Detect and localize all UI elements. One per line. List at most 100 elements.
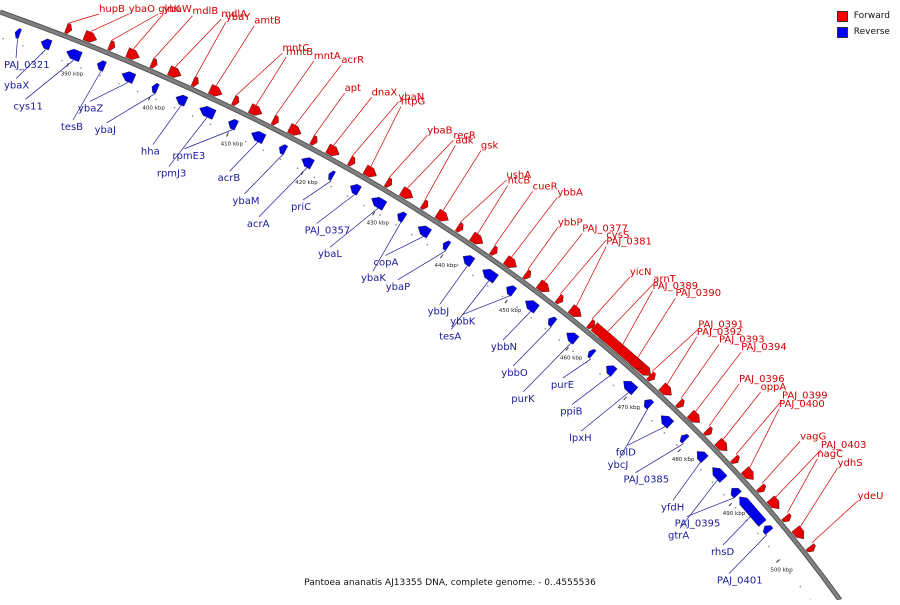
gene-reverse-leader xyxy=(25,60,74,100)
gene-reverse-label: hha xyxy=(141,147,160,158)
scale-dot xyxy=(711,481,714,483)
gene-forward-arrow xyxy=(766,495,780,510)
gene-forward-label: ybbA xyxy=(557,187,583,198)
gene-reverse-arrow xyxy=(730,488,742,499)
gene-reverse-label: priC xyxy=(291,202,311,213)
gene-forward-arrow xyxy=(247,103,263,116)
gene-forward-label: dnaX xyxy=(372,87,398,98)
scale-dot xyxy=(296,167,299,170)
gene-reverse-arrow xyxy=(397,211,408,223)
scale-dot xyxy=(558,339,561,341)
gene-forward-label: vagG xyxy=(800,431,826,442)
gene-reverse-arrow xyxy=(199,105,217,120)
gene-forward-leader xyxy=(748,408,780,469)
gene-forward-label: mdlA xyxy=(221,9,247,20)
gene-forward-leader xyxy=(575,246,607,307)
scale-dot xyxy=(789,572,791,574)
scale-tick xyxy=(147,96,151,101)
gene-forward-arrow xyxy=(781,513,792,523)
gene-reverse-arrow xyxy=(40,38,53,51)
gene-reverse-arrow xyxy=(660,415,675,429)
gene-reverse-label: ybaM xyxy=(232,196,259,207)
scale-tick-label: 470 kbp xyxy=(618,405,641,411)
gene-reverse-arrow xyxy=(14,28,22,39)
gene-reverse-label: ybbN xyxy=(491,342,517,353)
gene-reverse-leader xyxy=(329,207,379,248)
gene-forward-arrow xyxy=(347,155,356,167)
scale-dot xyxy=(395,224,397,226)
gene-forward-label: PAJ_0399 xyxy=(782,390,828,401)
gene-forward-label: PAJ_0391 xyxy=(698,319,744,330)
gene-forward-leader xyxy=(637,297,676,359)
gene-forward-label: PAJ_0381 xyxy=(606,236,652,247)
gene-forward-label: gsk xyxy=(481,141,499,152)
gene-forward-arrow xyxy=(190,76,199,88)
scale-dot xyxy=(799,585,802,588)
scale-dot xyxy=(599,373,601,375)
gene-forward-arrow xyxy=(362,164,377,178)
gene-forward-leader xyxy=(527,227,559,270)
gene-reverse-label: purE xyxy=(551,380,574,391)
gene-forward-label: glnK xyxy=(158,4,180,15)
gene-reverse-arrow xyxy=(121,71,137,84)
gene-forward-label: PAJ_0390 xyxy=(675,288,721,299)
gene-forward-leader xyxy=(154,15,193,59)
scale-tick-label: 500 kbp xyxy=(770,567,793,573)
gene-reverse-arrow xyxy=(350,183,362,196)
gene-reverse-label: ybaK xyxy=(361,273,386,284)
gene-forward-label: PAJ_0394 xyxy=(741,342,787,353)
scale-dot xyxy=(688,456,690,459)
gene-reverse-label: cys11 xyxy=(13,101,42,112)
gene-forward-arrow xyxy=(646,371,656,382)
gene-reverse-arrow xyxy=(623,380,639,396)
gene-forward-leader xyxy=(722,391,761,441)
gene-reverse-arrow xyxy=(482,268,499,284)
gene-forward-arrow xyxy=(675,398,685,409)
gene-reverse-leader xyxy=(168,117,208,167)
gene-forward-leader xyxy=(90,13,129,32)
gene-reverse-leader xyxy=(15,49,46,79)
gene-reverse-arrow xyxy=(228,119,239,131)
gene-reverse-leader xyxy=(462,295,511,316)
gene-forward-leader xyxy=(215,25,255,86)
gene-forward-arrow xyxy=(791,525,805,540)
gene-reverse-leader xyxy=(672,461,702,501)
scale-dot xyxy=(118,82,120,85)
genome-caption: Pantoea ananatis AJ13355 DNA, complete g… xyxy=(304,578,596,588)
scale-dot xyxy=(99,74,101,77)
gene-forward-leader xyxy=(651,329,699,372)
gene-reverse-leader xyxy=(627,425,666,446)
gene-forward-arrow xyxy=(714,437,728,452)
gene-forward-label: ybaO xyxy=(129,4,155,15)
gene-forward-arrow xyxy=(629,355,643,369)
gene-reverse-leader xyxy=(15,39,18,59)
gene-forward-label: ydeU xyxy=(858,491,884,502)
scale-dot xyxy=(426,243,429,246)
gene-forward-label: PAJ_0377 xyxy=(582,224,628,235)
gene-forward-label: PAJ_0400 xyxy=(779,399,825,410)
scale-tick xyxy=(565,347,569,351)
gene-forward-arrow xyxy=(434,208,449,222)
scale-tick-label: 440 kbp xyxy=(434,263,457,269)
scale-tick-label: 410 kbp xyxy=(221,141,244,147)
scale-dot xyxy=(767,545,770,548)
gene-forward-arrow xyxy=(489,245,498,256)
gene-forward-arrow xyxy=(686,409,700,423)
gene-reverse-leader xyxy=(439,265,468,305)
scale-dot xyxy=(516,306,518,308)
gene-reverse-arrow xyxy=(739,496,767,527)
gene-forward-label: PAJ_0392 xyxy=(697,327,743,338)
gene-forward-label: ybaW xyxy=(163,4,191,15)
scale-dot xyxy=(638,408,640,410)
gene-forward-label: amtB xyxy=(254,16,281,27)
gene-reverse-label: ybcJ xyxy=(608,460,629,471)
gene-forward-label: mdlB xyxy=(192,6,218,17)
scale-dot xyxy=(363,204,365,207)
legend-forward-label: Forward xyxy=(853,11,890,21)
gene-forward-arrow xyxy=(325,143,340,157)
gene-reverse-arrow xyxy=(679,433,690,444)
gene-reverse-arrow xyxy=(587,348,597,359)
scale-dot xyxy=(651,419,653,422)
gene-reverse-arrow xyxy=(279,144,289,156)
gene-forward-arrow xyxy=(658,382,672,396)
